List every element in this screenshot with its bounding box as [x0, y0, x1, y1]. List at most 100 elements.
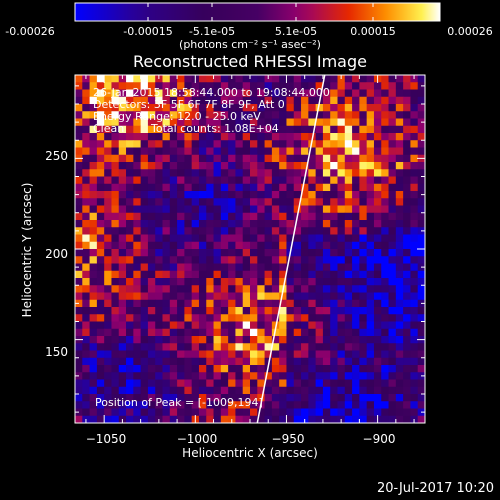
image-pixel [301, 183, 309, 192]
image-pixel [235, 162, 244, 170]
image-pixel [235, 82, 244, 90]
image-pixel [184, 299, 193, 308]
image-pixel [177, 343, 185, 351]
image-pixel [191, 212, 200, 221]
image-pixel [140, 336, 149, 344]
image-pixel [308, 299, 317, 308]
image-pixel [410, 140, 419, 148]
image-pixel [213, 169, 222, 177]
image-pixel [177, 125, 185, 134]
image-pixel [395, 394, 404, 402]
image-pixel [417, 415, 426, 424]
image-pixel [118, 220, 127, 228]
image-pixel [213, 328, 222, 337]
image-pixel [242, 285, 251, 293]
image-pixel [257, 278, 265, 286]
image-pixel [155, 169, 163, 177]
image-pixel [410, 401, 419, 409]
image-pixel [177, 220, 185, 228]
image-pixel [235, 285, 244, 293]
image-pixel [388, 89, 397, 98]
image-pixel [140, 408, 149, 417]
image-pixel [126, 118, 134, 127]
image-pixel [417, 401, 426, 409]
image-pixel [75, 220, 83, 228]
image-pixel [133, 162, 142, 170]
image-pixel [395, 96, 404, 105]
image-pixel [177, 401, 185, 409]
image-pixel [206, 118, 214, 127]
image-pixel [162, 372, 171, 380]
image-pixel [279, 278, 287, 286]
image-pixel [162, 415, 171, 424]
image-pixel [133, 408, 142, 417]
image-pixel [184, 394, 193, 402]
image-pixel [264, 104, 273, 112]
image-pixel [111, 96, 120, 105]
image-pixel [96, 256, 105, 264]
image-pixel [111, 82, 120, 90]
image-pixel [366, 328, 375, 337]
image-pixel [388, 191, 397, 199]
image-pixel [301, 263, 309, 272]
image-pixel [344, 212, 353, 221]
image-pixel [279, 307, 287, 315]
image-pixel [213, 285, 222, 293]
image-pixel [228, 227, 236, 235]
image-pixel [177, 292, 185, 301]
image-pixel [111, 386, 120, 395]
energy-range-annotation: Energy Range: 12.0 - 25.0 keV [93, 110, 261, 123]
image-pixel [140, 321, 149, 330]
image-pixel [75, 176, 83, 185]
image-pixel [352, 328, 360, 337]
image-pixel [82, 328, 90, 337]
image-pixel [344, 307, 353, 315]
image-pixel [403, 307, 411, 315]
image-pixel [96, 234, 105, 243]
image-pixel [191, 328, 200, 337]
image-pixel [184, 125, 193, 134]
image-pixel [198, 104, 207, 112]
image-pixel [352, 212, 360, 221]
image-pixel [82, 89, 90, 98]
image-pixel [155, 357, 163, 366]
image-pixel [82, 408, 90, 417]
image-pixel [126, 328, 134, 337]
image-pixel [126, 256, 134, 264]
image-pixel [126, 147, 134, 156]
image-pixel [126, 183, 134, 192]
image-pixel [301, 365, 309, 373]
image-pixel [191, 408, 200, 417]
image-pixel [395, 147, 404, 156]
image-pixel [330, 82, 338, 90]
image-pixel [337, 227, 346, 235]
image-pixel [82, 336, 90, 344]
image-pixel [322, 256, 331, 264]
image-pixel [235, 147, 244, 156]
image-pixel [228, 140, 236, 148]
image-pixel [388, 299, 397, 308]
image-pixel [315, 234, 324, 243]
image-pixel [403, 299, 411, 308]
image-pixel [271, 147, 280, 156]
image-pixel [279, 118, 287, 127]
image-pixel [286, 75, 295, 83]
image-pixel [162, 408, 171, 417]
image-pixel [264, 191, 273, 199]
x-axis-label: Heliocentric X (arcsec) [182, 446, 318, 460]
image-pixel [111, 140, 120, 148]
image-pixel [352, 118, 360, 127]
image-pixel [271, 227, 280, 235]
image-pixel [147, 249, 156, 257]
image-pixel [366, 336, 375, 344]
image-pixel [279, 82, 287, 90]
image-pixel [337, 372, 346, 380]
image-pixel [337, 89, 346, 98]
image-pixel [315, 154, 324, 163]
image-pixel [75, 270, 83, 279]
image-pixel [279, 212, 287, 221]
image-pixel [395, 89, 404, 98]
image-pixel [279, 365, 287, 373]
image-pixel [235, 183, 244, 192]
image-pixel [162, 263, 171, 272]
